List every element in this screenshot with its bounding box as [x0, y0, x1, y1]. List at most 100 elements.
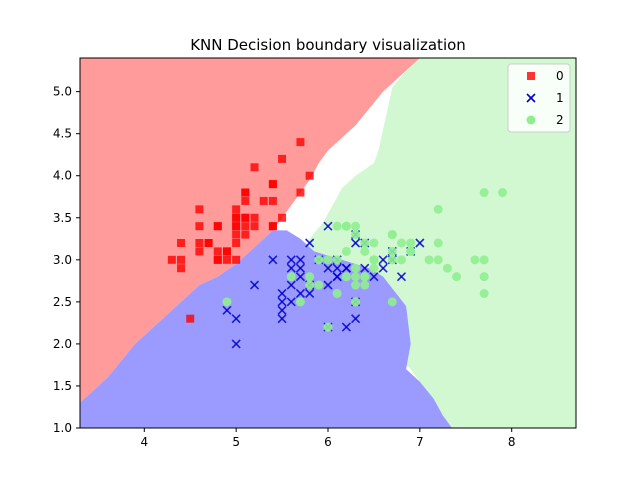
point-class-2 — [369, 263, 379, 273]
region-class-0 — [80, 58, 512, 403]
point-class-1 — [268, 255, 278, 265]
point-class-2 — [341, 272, 351, 282]
point-class-1 — [295, 272, 306, 282]
point-class-2 — [387, 246, 397, 256]
point-class-0 — [222, 255, 231, 264]
point-class-0 — [296, 188, 305, 197]
point-class-2 — [351, 221, 361, 231]
point-class-1 — [415, 238, 425, 248]
point-class-2 — [305, 272, 315, 282]
y-tick-label: 5.0 — [53, 85, 72, 99]
point-class-2 — [323, 322, 333, 332]
legend-label-2: 2 — [556, 113, 564, 127]
point-class-2 — [369, 255, 379, 265]
point-class-1 — [231, 339, 241, 349]
x-tick-label: 8 — [508, 435, 516, 449]
point-class-2 — [396, 238, 406, 248]
point-class-0 — [232, 213, 241, 222]
point-class-0 — [213, 255, 222, 264]
point-class-1 — [277, 314, 287, 324]
point-class-1 — [286, 280, 296, 290]
x-tick-label: 6 — [324, 435, 332, 449]
point-class-2 — [222, 297, 232, 307]
point-class-2 — [433, 238, 443, 248]
point-class-2 — [332, 221, 342, 231]
point-class-0 — [259, 196, 268, 205]
legend-marker-1 — [526, 93, 536, 103]
y-axis: 1.0 1.5 2.0 2.5 3.0 3.5 4.0 4.5 5.0 — [53, 85, 80, 435]
point-class-2 — [452, 272, 462, 282]
point-class-1 — [396, 272, 407, 282]
point-class-2 — [341, 246, 351, 256]
decision-regions — [80, 58, 576, 428]
point-class-2 — [406, 246, 416, 256]
point-class-1 — [323, 280, 333, 290]
point-class-1 — [231, 314, 241, 324]
point-class-2 — [433, 255, 443, 265]
point-class-0 — [177, 264, 186, 273]
point-class-1 — [305, 288, 315, 299]
point-class-1 — [286, 263, 296, 273]
y-tick-label: 2.5 — [53, 295, 72, 309]
point-class-2 — [369, 238, 379, 248]
y-tick-label: 4.0 — [53, 169, 72, 183]
point-class-1 — [249, 280, 260, 290]
point-class-2 — [470, 255, 480, 265]
point-class-2 — [360, 238, 370, 248]
point-class-2 — [433, 204, 443, 214]
point-class-1 — [295, 263, 306, 273]
point-class-0 — [204, 239, 213, 247]
point-class-1 — [332, 263, 342, 273]
point-class-2 — [406, 238, 416, 248]
point-class-0 — [268, 180, 277, 189]
point-class-2 — [314, 255, 324, 265]
point-class-0 — [195, 222, 204, 231]
point-class-0 — [241, 230, 250, 239]
point-class-0 — [250, 222, 259, 231]
y-tick-label: 3.0 — [53, 253, 72, 267]
legend: 0 1 2 — [507, 63, 571, 133]
point-class-1 — [295, 255, 306, 265]
legend-label-0: 0 — [556, 69, 564, 83]
point-class-1 — [332, 272, 342, 282]
point-class-0 — [241, 196, 250, 205]
point-class-2 — [387, 297, 397, 307]
point-class-1 — [350, 314, 361, 324]
region-class-1 — [80, 230, 452, 428]
point-class-0 — [177, 255, 186, 264]
point-class-0 — [213, 222, 222, 231]
point-class-1 — [277, 288, 287, 299]
legend-marker-0 — [527, 72, 535, 80]
point-class-2 — [360, 280, 370, 290]
point-class-0 — [167, 255, 176, 264]
point-class-0 — [241, 188, 250, 197]
point-class-1 — [350, 238, 361, 248]
point-class-1 — [323, 263, 333, 273]
point-class-2 — [360, 272, 370, 282]
point-class-0 — [195, 247, 204, 256]
point-class-2 — [424, 255, 434, 265]
point-class-2 — [351, 280, 361, 290]
point-class-0 — [241, 222, 250, 231]
point-class-0 — [195, 205, 204, 214]
chart-title: KNN Decision boundary visualization — [190, 36, 466, 54]
point-class-2 — [479, 288, 489, 298]
point-class-2 — [286, 272, 296, 282]
y-tick-label: 3.5 — [53, 211, 72, 225]
point-class-2 — [498, 188, 508, 198]
point-class-2 — [332, 255, 342, 265]
data-points — [167, 138, 508, 349]
point-class-2 — [351, 272, 361, 282]
point-class-0 — [305, 171, 314, 180]
point-class-2 — [360, 246, 370, 256]
point-class-0 — [232, 205, 241, 214]
point-class-2 — [387, 230, 397, 240]
point-class-2 — [323, 255, 333, 265]
point-class-2 — [295, 297, 305, 307]
point-class-0 — [241, 213, 250, 222]
point-class-0 — [278, 213, 287, 222]
point-class-1 — [341, 322, 351, 332]
point-class-1 — [222, 305, 232, 315]
point-class-0 — [268, 196, 277, 205]
